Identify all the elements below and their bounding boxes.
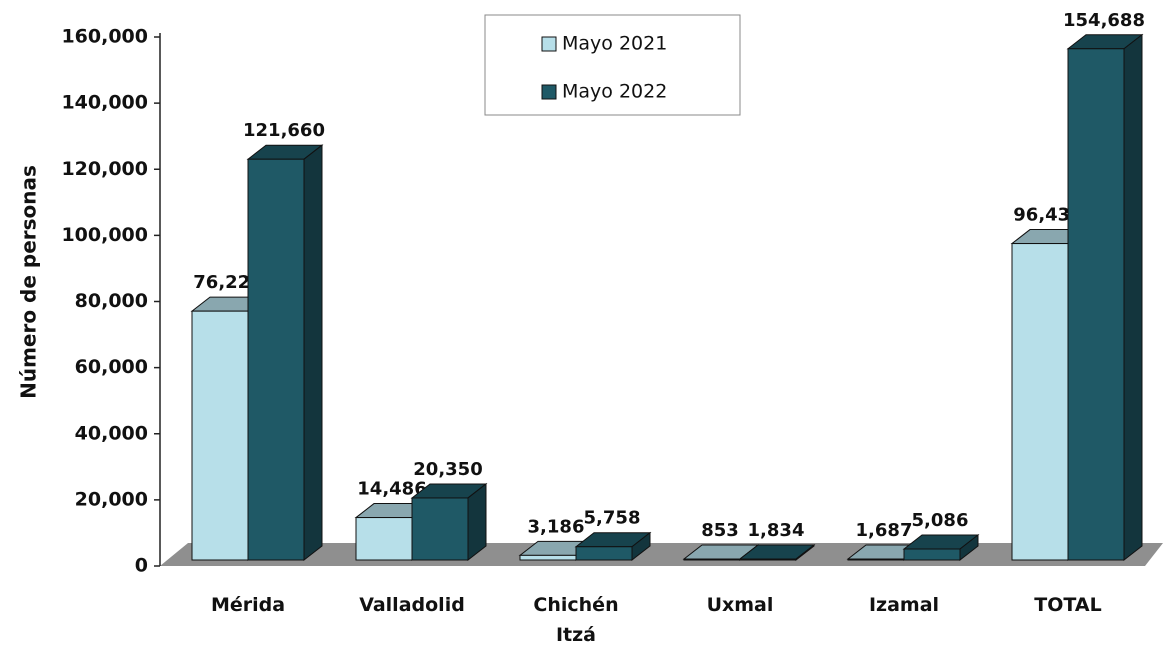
data-label: 1,687 (856, 520, 913, 541)
x-tick-label: Izamal (868, 594, 940, 616)
data-label: 3,186 (528, 516, 585, 537)
y-tick-label: 60,000 (75, 356, 148, 378)
y-tick-label: 40,000 (75, 422, 148, 444)
data-label: 20,350 (413, 459, 482, 480)
bar (519, 554, 577, 561)
y-tick-label: 80,000 (75, 290, 148, 312)
bar (903, 548, 961, 561)
y-tick-label: 100,000 (61, 224, 148, 246)
bar (355, 517, 413, 561)
y-axis-title: Número de personas (17, 165, 41, 399)
data-label: 1,834 (748, 520, 805, 541)
data-label: 5,758 (584, 508, 641, 529)
x-tick-label: TOTAL (1034, 594, 1102, 616)
bar (191, 310, 249, 561)
bar-side (1123, 33, 1143, 562)
x-tick-label: Valladolid (359, 594, 465, 616)
legend-label: Mayo 2021 (562, 33, 667, 55)
legend-box (484, 14, 741, 116)
bar-side (303, 144, 323, 562)
bar (575, 546, 633, 561)
data-label: 5,086 (912, 510, 969, 531)
x-tick-label: Mérida (210, 594, 286, 616)
data-label: 154,688 (1063, 10, 1145, 31)
y-tick-label: 0 (135, 555, 148, 577)
legend-swatch (541, 36, 557, 52)
bar (1067, 48, 1125, 561)
y-tick-label: 120,000 (61, 158, 148, 180)
data-label: 853 (701, 520, 739, 541)
x-tick-label: Chichén Itzá (533, 594, 619, 646)
data-label: 14,486 (357, 479, 426, 500)
data-label: 76,220 (193, 272, 262, 293)
y-tick-label: 20,000 (75, 488, 148, 510)
y-tick-label: 160,000 (61, 26, 148, 48)
legend-label: Mayo 2022 (562, 81, 667, 103)
bar (411, 497, 469, 561)
legend-swatch (541, 84, 557, 100)
bar (847, 558, 905, 561)
data-label: 121,660 (243, 120, 325, 141)
bar (683, 558, 741, 561)
bar (1011, 243, 1069, 561)
y-tick-label: 140,000 (61, 92, 148, 114)
data-label: 96,432 (1013, 205, 1082, 226)
x-tick-label: Uxmal (706, 594, 774, 616)
bar (247, 158, 305, 561)
bar (739, 558, 797, 561)
bar-side (467, 482, 487, 562)
